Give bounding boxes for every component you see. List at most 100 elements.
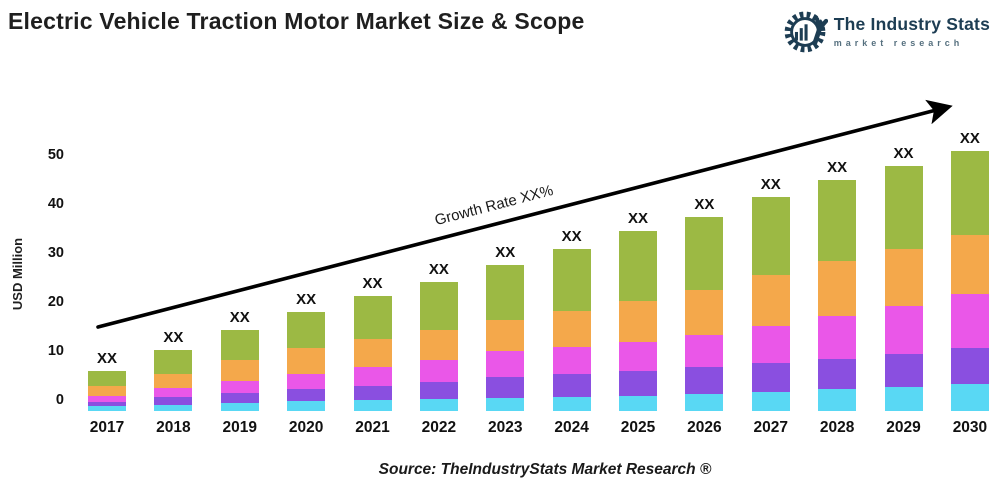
bar-value-label-2023: XX: [495, 244, 516, 262]
source-attribution: Source: TheIndustryStats Market Research…: [378, 461, 712, 478]
bar-value-label-2024: XX: [561, 227, 582, 245]
logo-tagline: market research: [833, 38, 964, 48]
x-tick-2018: 2018: [156, 419, 191, 436]
y-tick-20: 20: [47, 294, 64, 310]
bar-2020-segment-orange: [287, 347, 326, 374]
bar-2018-segment-cyan: [154, 404, 193, 411]
bar-2027-segment-green: [751, 196, 790, 275]
bar-2018-segment-purple: [154, 397, 193, 405]
bar-2030-segment-cyan: [950, 384, 989, 411]
bar-2017-segment-orange: [88, 386, 126, 396]
bar-2027-segment-magenta: [751, 325, 790, 363]
bar-2026-segment-purple: [685, 367, 724, 395]
bar-2021-segment-cyan: [353, 400, 392, 411]
bar-2019-segment-purple: [220, 392, 259, 403]
bar-2027-segment-purple: [751, 362, 790, 392]
x-tick-2023: 2023: [488, 419, 523, 436]
bar-2030-segment-green: [950, 151, 989, 236]
y-tick-40: 40: [47, 196, 64, 212]
bar-2027-segment-cyan: [751, 391, 790, 411]
bar-2025-segment-green: [619, 231, 658, 302]
x-tick-2028: 2028: [819, 419, 855, 436]
bar-column-2023: [486, 265, 525, 411]
bar-2021-segment-green: [353, 295, 392, 339]
bar-value-label-2018: XX: [163, 328, 184, 346]
x-tick-2027: 2027: [753, 419, 789, 436]
bar-2029-segment-orange: [884, 248, 923, 307]
x-tick-2030: 2030: [952, 419, 988, 436]
bar-value-label-2022: XX: [428, 260, 449, 278]
bar-2023-segment-magenta: [486, 351, 525, 378]
x-tick-2022: 2022: [421, 419, 457, 436]
bar-2028-segment-orange: [818, 261, 857, 317]
bar-2017-segment-purple: [88, 401, 126, 407]
bar-2028-segment-green: [818, 179, 857, 262]
bar-2017-segment-green: [88, 370, 126, 387]
x-tick-2029: 2029: [886, 419, 921, 436]
bar-column-2022: [419, 281, 458, 411]
bar-value-label-2019: XX: [229, 308, 250, 326]
bar-2019-segment-orange: [220, 359, 259, 381]
bar-2020-segment-green: [287, 311, 326, 348]
bar-2028-segment-cyan: [818, 389, 857, 411]
bar-column-2017: [88, 370, 126, 411]
x-tick-2025: 2025: [620, 419, 656, 436]
bar-value-label-2020: XX: [296, 290, 317, 308]
bar-2023-segment-cyan: [486, 398, 525, 411]
bar-value-label-2030: XX: [959, 130, 980, 148]
bar-2017-segment-cyan: [88, 406, 126, 411]
bar-2024-segment-cyan: [552, 397, 591, 411]
bar-2030-segment-magenta: [950, 294, 989, 349]
bar-2025-segment-purple: [619, 371, 658, 397]
bar-2019-segment-green: [220, 329, 259, 360]
logo: The Industry Stats market research: [782, 8, 990, 54]
bar-2024-segment-orange: [552, 311, 591, 347]
bar-column-2020: [287, 311, 326, 411]
bar-value-label-2028: XX: [827, 158, 848, 176]
bar-2029-segment-purple: [884, 353, 923, 387]
bar-2024-segment-green: [552, 248, 591, 312]
bar-2022-segment-orange: [419, 330, 458, 360]
bar-2026-segment-orange: [685, 289, 724, 335]
bar-column-2024: [552, 248, 591, 411]
logo-name: The Industry Stats: [833, 14, 990, 34]
bar-2026-segment-cyan: [685, 394, 724, 411]
bar-value-label-2021: XX: [362, 274, 383, 292]
bar-2025-segment-orange: [619, 301, 658, 343]
bar-2029-segment-green: [884, 166, 923, 249]
bar-2023-segment-purple: [486, 377, 525, 399]
bar-value-label-2017: XX: [96, 349, 117, 367]
bar-column-2018: [154, 349, 193, 411]
y-tick-50: 50: [47, 147, 64, 163]
bar-2029-segment-cyan: [884, 387, 923, 411]
bar-column-2021: [353, 295, 392, 411]
bar-column-2030: [950, 151, 989, 411]
bar-2021-segment-purple: [353, 385, 392, 401]
gear-wrench-barchart-icon: [782, 8, 828, 54]
bar-2023-segment-orange: [486, 320, 525, 352]
bar-2020-segment-purple: [287, 388, 326, 402]
bar-2018-segment-orange: [154, 373, 193, 388]
bar-2030-segment-purple: [950, 348, 989, 385]
bar-value-label-2027: XX: [760, 175, 781, 193]
bar-2021-segment-magenta: [353, 366, 392, 386]
bar-2022-segment-purple: [419, 381, 458, 400]
bar-2024-segment-magenta: [552, 346, 591, 375]
bar-column-2028: [818, 179, 857, 411]
x-tick-2021: 2021: [355, 419, 390, 436]
x-tick-2020: 2020: [288, 419, 324, 436]
bar-column-2025: [619, 231, 658, 411]
bar-2028-segment-purple: [818, 358, 857, 390]
bar-2030-segment-orange: [950, 235, 989, 295]
bar-2020-segment-cyan: [287, 401, 326, 411]
bar-2019-segment-magenta: [220, 380, 259, 393]
bar-2021-segment-orange: [353, 339, 392, 367]
x-tick-2019: 2019: [222, 419, 257, 436]
bar-value-label-2029: XX: [893, 145, 914, 162]
bar-2022-segment-cyan: [419, 399, 458, 411]
y-tick-30: 30: [47, 245, 64, 261]
bar-2025-segment-cyan: [619, 396, 658, 411]
bar-2024-segment-purple: [552, 374, 591, 398]
growth-rate-annotation: Growth Rate XX%: [432, 181, 556, 230]
